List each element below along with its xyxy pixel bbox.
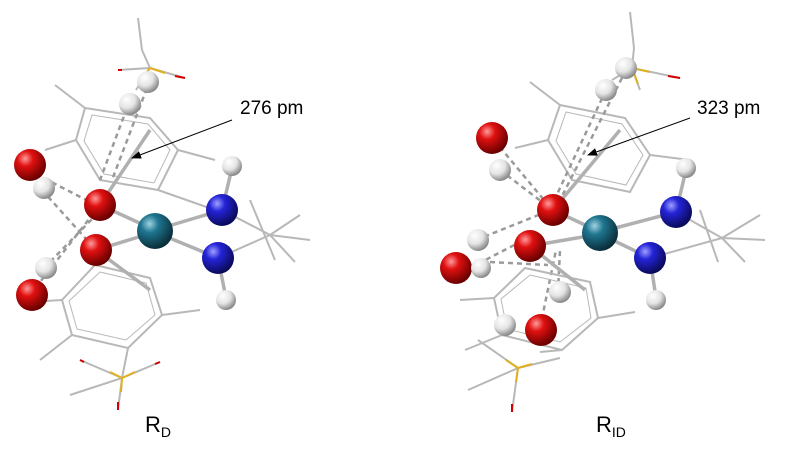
molecule-label-rid-sub: ID bbox=[611, 424, 626, 440]
molecule-label-rid: RID bbox=[596, 412, 626, 440]
distance-arrow-rid bbox=[587, 117, 691, 156]
distance-label-rid: 323 pm bbox=[697, 98, 761, 119]
distance-arrow-rd bbox=[131, 119, 233, 159]
distance-label-rd: 276 pm bbox=[240, 98, 304, 119]
molecule-rid bbox=[440, 11, 766, 413]
molecule-label-rid-main: R bbox=[596, 412, 612, 437]
molecule-label-rd: RD bbox=[145, 412, 171, 440]
molecule-label-rd-main: R bbox=[145, 412, 161, 437]
molecule-label-rd-sub: D bbox=[160, 424, 172, 440]
molecule-rd bbox=[14, 17, 311, 411]
